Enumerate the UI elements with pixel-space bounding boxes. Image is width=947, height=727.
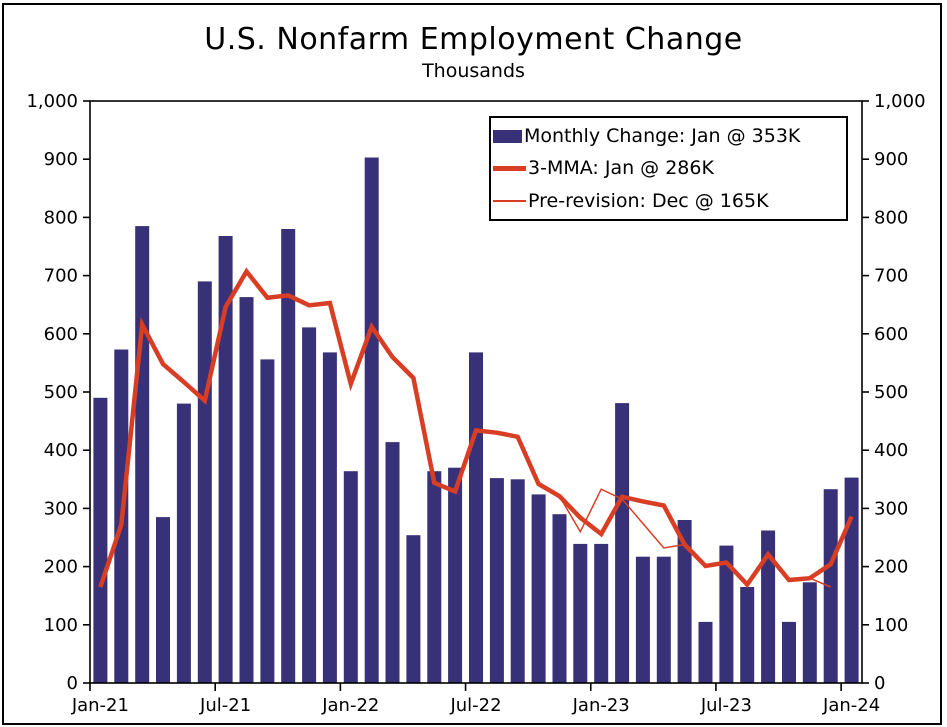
bar-monthly-change	[573, 543, 588, 683]
x-axis-label: Jan-22	[321, 695, 379, 716]
bar-monthly-change	[719, 545, 734, 683]
bar-monthly-change	[343, 471, 358, 683]
y-axis-label-right: 300	[874, 498, 908, 519]
y-axis-label-left: 500	[44, 382, 78, 403]
y-axis-label-right: 700	[874, 266, 908, 287]
x-axis-label: Jan-21	[71, 695, 129, 716]
bar-monthly-change	[594, 543, 609, 683]
line-3-mma	[98, 267, 854, 589]
y-axis-label-left: 600	[44, 324, 78, 345]
bar-monthly-change	[93, 397, 108, 683]
bar-monthly-change	[427, 471, 442, 683]
bar-monthly-change	[615, 403, 630, 683]
y-axis-label-left: 300	[44, 498, 78, 519]
legend-item-pre-revision: Pre-revision: Dec @ 165K	[493, 185, 842, 217]
legend-label: Monthly Change: Jan @ 353K	[524, 125, 801, 148]
y-axis-label-right: 500	[874, 382, 908, 403]
legend-item-3mma: 3-MMA: Jan @ 286K	[493, 152, 842, 184]
bar-monthly-change	[698, 621, 713, 683]
y-axis-label-right: 1,000	[874, 91, 926, 112]
bar-monthly-change	[823, 489, 838, 683]
y-axis-label-left: 700	[44, 266, 78, 287]
line-pre-revision	[558, 488, 685, 549]
y-axis-label-left: 400	[44, 440, 78, 461]
bar-monthly-change	[740, 587, 755, 683]
bar-monthly-change	[239, 297, 254, 683]
legend-label: Pre-revision: Dec @ 165K	[528, 189, 769, 212]
bar-swatch-icon	[493, 129, 522, 143]
bar-monthly-change	[782, 621, 796, 683]
bar-monthly-change	[281, 229, 296, 683]
bar-monthly-change	[489, 478, 504, 683]
y-axis-label-right: 600	[874, 324, 908, 345]
bar-monthly-change	[635, 556, 650, 683]
x-axis-label: Jan-24	[822, 695, 880, 716]
y-axis-label-right: 100	[874, 615, 908, 636]
bar-monthly-change	[531, 494, 546, 683]
bar-monthly-change	[364, 157, 379, 683]
y-axis-label-left: 900	[44, 149, 78, 170]
bar-monthly-change	[761, 530, 776, 683]
thick-line-swatch-icon	[493, 165, 526, 171]
bar-monthly-change	[197, 281, 212, 683]
bar-monthly-change	[802, 582, 817, 683]
bar-monthly-change	[260, 359, 275, 683]
y-axis-label-left: 1,000	[26, 91, 78, 112]
y-axis-label-left: 800	[44, 207, 78, 228]
bar-monthly-change	[135, 226, 150, 683]
bar-monthly-change	[302, 327, 317, 683]
legend-label: 3-MMA: Jan @ 286K	[528, 157, 714, 180]
y-axis-label-right: 200	[874, 557, 908, 578]
y-axis-label-right: 800	[874, 207, 908, 228]
y-axis-label-left: 0	[67, 673, 78, 694]
bar-monthly-change	[469, 352, 483, 683]
bar-monthly-change	[510, 479, 525, 683]
bar-monthly-change	[176, 403, 191, 683]
bar-monthly-change	[552, 514, 567, 683]
y-axis-label-left: 200	[44, 557, 78, 578]
x-axis-label: Jul-22	[449, 695, 501, 716]
x-axis-label: Jan-23	[572, 695, 630, 716]
bar-monthly-change	[844, 477, 859, 683]
bar-monthly-change	[322, 352, 337, 683]
line-pre-revision	[809, 577, 831, 588]
x-axis-label: Jul-23	[700, 695, 752, 716]
legend: Monthly Change: Jan @ 353K 3-MMA: Jan @ …	[489, 116, 848, 221]
bar-monthly-change	[156, 517, 170, 683]
bar-monthly-change	[218, 236, 233, 683]
y-axis-label-right: 0	[874, 673, 885, 694]
legend-item-monthly-change: Monthly Change: Jan @ 353K	[493, 120, 842, 152]
x-axis-label: Jul-21	[199, 695, 251, 716]
thin-line-swatch-icon	[493, 199, 526, 202]
bar-monthly-change	[677, 520, 692, 683]
outer-border	[2, 3, 942, 725]
y-axis-label-right: 400	[874, 440, 908, 461]
bar-monthly-change	[385, 442, 400, 683]
y-axis-label-right: 900	[874, 149, 908, 170]
y-axis-label-left: 100	[44, 615, 78, 636]
bar-monthly-change	[406, 535, 421, 683]
bar-monthly-change	[448, 467, 463, 683]
bar-monthly-change	[656, 556, 671, 683]
